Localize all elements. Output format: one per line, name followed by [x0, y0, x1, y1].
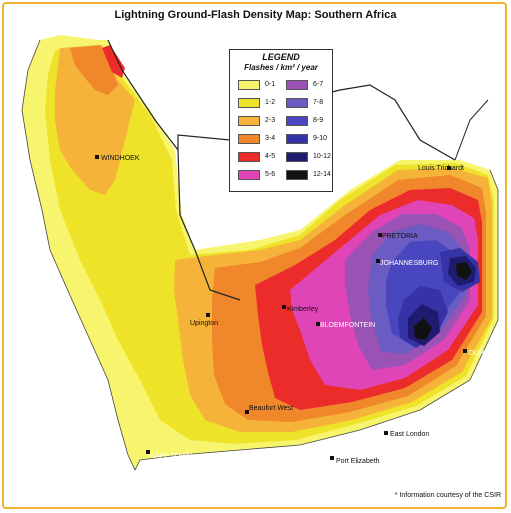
city-label-bloemfontein: BLOEMFONTEIN — [320, 322, 375, 329]
legend-label-9-10: 9-10 — [313, 135, 328, 142]
legend-label-4-5: 4-5 — [265, 153, 276, 160]
marker-east-london — [384, 431, 388, 435]
coastline — [21, 39, 499, 471]
legend-swatch-2-3 — [238, 116, 260, 126]
marker-johannesburg — [376, 259, 380, 263]
legend-swatch-3-4 — [238, 134, 260, 144]
legend-swatch-9-10 — [286, 134, 308, 144]
marker-beaufort-west — [245, 410, 249, 414]
marker-port-elizabeth — [330, 456, 334, 460]
city-label-east-london: East London — [390, 431, 429, 438]
legend-label-7-8: 7-8 — [313, 99, 324, 106]
map-title: Lightning Ground-Flash Density Map: Sout… — [114, 9, 397, 21]
marker-bloemfontein — [316, 322, 320, 326]
city-label-cape-town: CAPE TOWN — [150, 453, 192, 460]
legend-label-1-2: 1-2 — [265, 99, 276, 106]
region-density-4-5-north — [102, 45, 125, 78]
city-label-pretoria: PRETORIA — [382, 233, 418, 240]
legend-title: LEGEND — [262, 52, 300, 62]
legend-label-12-14: 12-14 — [313, 171, 331, 178]
city-label-windhoek: WINDHOEK — [101, 155, 140, 162]
city-label-durban: DURBAN — [469, 350, 499, 357]
city-label-kimberley: Kimberley — [287, 306, 319, 313]
marker-pretoria — [378, 233, 382, 237]
legend-label-10-12: 10-12 — [313, 153, 331, 160]
legend-label-6-7: 6-7 — [313, 81, 324, 88]
legend-label-8-9: 8-9 — [313, 117, 324, 124]
legend-swatch-5-6 — [238, 170, 260, 180]
legend-label-5-6: 5-6 — [265, 171, 276, 178]
marker-cape-town — [146, 450, 150, 454]
legend-swatch-6-7 — [286, 80, 308, 90]
city-label-port-elizabeth: Port Elizabeth — [336, 458, 380, 465]
marker-durban — [463, 349, 467, 353]
legend-swatch-4-5 — [238, 152, 260, 162]
legend-label-0-1: 0-1 — [265, 81, 276, 88]
legend: LEGEND Flashes / km² / year 0-1 1-2 2-3 … — [229, 49, 333, 192]
city-markers — [95, 155, 467, 460]
region-density-12-14 — [414, 318, 432, 340]
border-line-east — [454, 99, 489, 161]
frame-border — [2, 2, 507, 509]
legend-label-3-4: 3-4 — [265, 135, 276, 142]
legend-swatch-10-12 — [286, 152, 308, 162]
legend-swatch-8-9 — [286, 116, 308, 126]
marker-louis-trichardt — [447, 166, 451, 170]
region-density-12-14-north — [456, 262, 472, 280]
marker-kimberley — [282, 305, 286, 309]
border-line-west — [177, 149, 241, 301]
legend-swatch-1-2 — [238, 98, 260, 108]
legend-swatch-0-1 — [238, 80, 260, 90]
legend-unit: Flashes / km² / year — [244, 63, 318, 72]
marker-windhoek — [95, 155, 99, 159]
city-label-upington: Upington — [190, 320, 218, 327]
legend-swatch-7-8 — [286, 98, 308, 108]
legend-swatch-12-14 — [286, 170, 308, 180]
city-label-louis-trichardt: Louis Trichardt — [418, 165, 464, 172]
city-label-johannesburg: JOHANNESBURG — [380, 260, 438, 267]
city-label-beaufort-west: Beaufort West — [249, 405, 293, 412]
marker-upington — [206, 313, 210, 317]
credit-note: * Information courtesy of the CSIR — [394, 492, 501, 499]
legend-label-2-3: 2-3 — [265, 117, 276, 124]
